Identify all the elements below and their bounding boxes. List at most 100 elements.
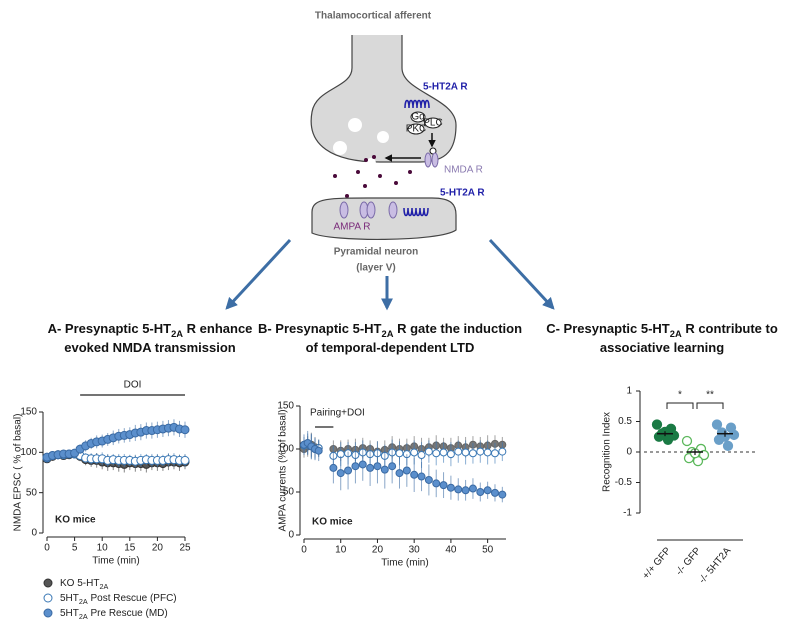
- vesicle: [377, 131, 389, 143]
- vesicle: [348, 118, 362, 132]
- y-tick-label: 0: [31, 528, 37, 539]
- y-tick-label: 150: [277, 401, 294, 412]
- data-point: [424, 447, 433, 456]
- data-point: [711, 419, 723, 430]
- nmda-receptor: [424, 152, 432, 168]
- transmitter-dots: [333, 155, 412, 198]
- series: [300, 430, 507, 503]
- layer-label: (layer V): [356, 263, 395, 274]
- x-tick-label: -/- GFP: [674, 545, 704, 577]
- annotation: KO mice: [55, 515, 96, 526]
- data-point: [417, 472, 426, 481]
- pkc-node: [407, 123, 425, 135]
- nmda-receptor: [431, 152, 439, 168]
- data-point: [722, 440, 734, 452]
- arrow: [225, 238, 292, 310]
- legend-marker: [43, 593, 53, 603]
- y-tick-label: 100: [277, 444, 294, 455]
- ampa-receptors: [339, 201, 398, 219]
- annotation: KO mice: [312, 517, 353, 528]
- data-point: [461, 486, 470, 495]
- pkc-label: PKC: [406, 124, 427, 135]
- plc-node: [424, 117, 442, 129]
- y-tick-label: 100: [20, 447, 37, 458]
- x-tick-label: 30: [409, 545, 421, 556]
- panel-title: C- Presynaptic 5-HT2A R contribute to: [546, 321, 778, 339]
- data-point: [180, 425, 190, 435]
- data-point: [461, 448, 470, 457]
- data-point: [410, 470, 419, 479]
- data-point: [373, 462, 382, 471]
- afferent-label: Thalamocortical afferent: [315, 11, 432, 22]
- treatment-label: Pairing+DOI: [310, 408, 365, 419]
- neuron-label: Pyramidal neuron: [334, 247, 418, 258]
- y-tick-label: -0.5: [615, 477, 633, 488]
- x-tick-label: 50: [482, 545, 494, 556]
- panel-title: B- Presynaptic 5-HT2A R gate the inducti…: [258, 321, 522, 339]
- y-axis-label: AMPA currents (% of basal): [278, 409, 289, 531]
- data-point: [402, 466, 411, 475]
- data-point: [329, 463, 338, 472]
- data-point: [358, 460, 367, 469]
- treatment-label: DOI: [124, 380, 142, 391]
- ampa-label: AMPA R: [333, 222, 370, 233]
- significance-label: *: [678, 390, 682, 401]
- data-point: [366, 463, 375, 472]
- y-axis-label: Recognition Index: [602, 412, 613, 492]
- data-point: [180, 455, 190, 465]
- y-tick-label: 0.5: [618, 416, 632, 427]
- y-tick-label: 1: [626, 386, 632, 397]
- data-point: [498, 447, 507, 456]
- y-tick-label: -1: [623, 508, 632, 519]
- x-axis-label: Time (min): [381, 558, 428, 569]
- data-point: [490, 488, 499, 497]
- data-point: [380, 465, 389, 474]
- receptor-label: 5-HT2A R: [440, 188, 485, 199]
- x-axis-label: Time (min): [92, 556, 139, 567]
- data-point: [336, 469, 345, 478]
- gq-label: Gq: [411, 112, 424, 123]
- series: [42, 419, 190, 462]
- x-tick-label: 20: [372, 545, 384, 556]
- panel-title: evoked NMDA transmission: [64, 340, 236, 355]
- legend-label: 5HT2A Pre Rescue (MD): [60, 608, 168, 622]
- data-point: [498, 490, 507, 499]
- plc-label: PLC: [423, 118, 442, 129]
- data-point: [351, 462, 360, 471]
- data-point: [476, 488, 485, 496]
- x-tick-label: 10: [335, 545, 347, 556]
- x-tick-label: 0: [301, 545, 307, 556]
- synapse-diagram: Gq PLC PKC Thalamocortical afferent 5-HT…: [225, 11, 555, 311]
- data-point: [468, 449, 477, 458]
- y-tick-label: 50: [26, 487, 38, 498]
- data-point: [439, 448, 448, 457]
- data-point: [446, 483, 455, 492]
- y-axis-label: NMDA EPSC ( % of basal): [13, 414, 24, 532]
- postsynaptic-spine: [311, 197, 457, 241]
- gq-node: [410, 111, 426, 123]
- data-point: [439, 481, 448, 490]
- panel-title: associative learning: [600, 340, 724, 355]
- receptor-bottom: [403, 207, 429, 217]
- significance-label: **: [706, 390, 714, 401]
- legend-label: 5HT2A Post Rescue (PFC): [60, 593, 177, 607]
- data-point: [344, 466, 353, 475]
- data-point: [388, 462, 397, 471]
- data-point: [454, 447, 463, 456]
- legend-marker: [43, 608, 53, 618]
- y-tick-label: 0: [288, 530, 294, 541]
- nmda-label: NMDA R: [444, 165, 483, 176]
- data-point: [490, 449, 499, 458]
- x-tick-label: 5: [72, 543, 78, 554]
- data-point: [651, 419, 663, 430]
- x-tick-label: 20: [152, 543, 164, 554]
- data-point: [395, 449, 404, 458]
- panel-title: A- Presynaptic 5-HT2A R enhance: [48, 321, 253, 339]
- legend-marker: [43, 578, 53, 588]
- x-tick-label: 25: [179, 543, 191, 554]
- significance-bracket: [696, 402, 724, 409]
- y-tick-label: 50: [283, 487, 295, 498]
- receptor-top: [404, 99, 430, 109]
- y-tick-label: 150: [20, 407, 37, 418]
- receptor-label: 5-HT2A R: [423, 82, 468, 93]
